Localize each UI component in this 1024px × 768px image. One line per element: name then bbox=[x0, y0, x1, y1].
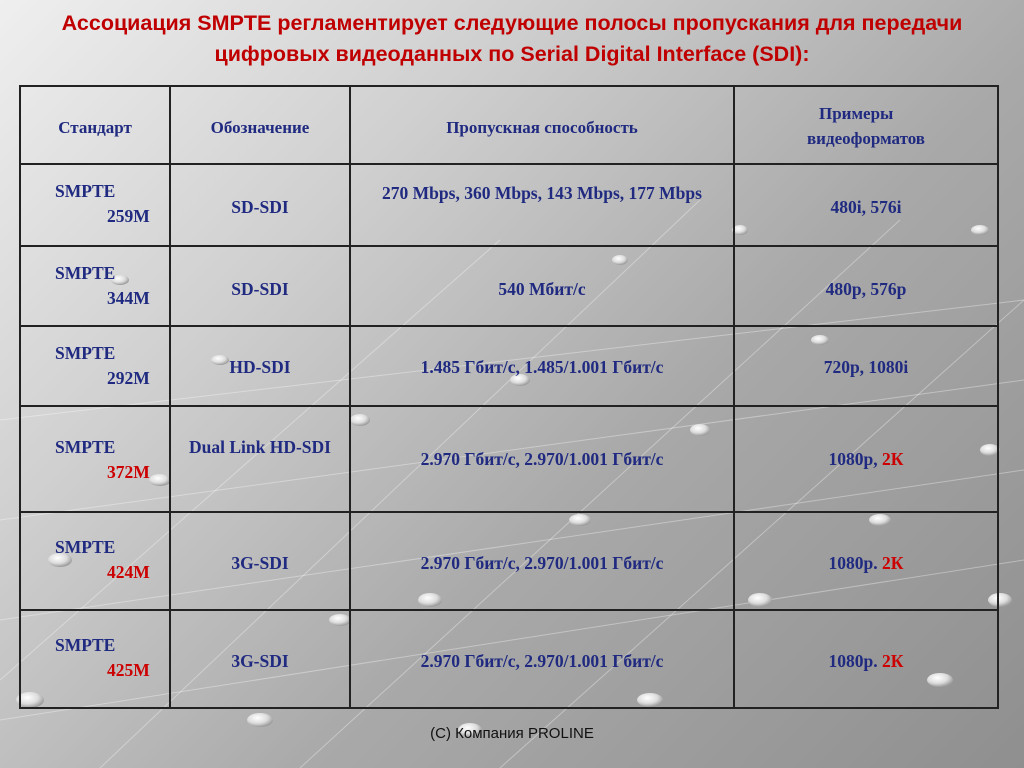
table-row: SMPTE 372M Dual Link HD-SDI 2.970 Гбит/с,… bbox=[19, 405, 999, 513]
cell-formats: 1080р, 2К bbox=[733, 405, 999, 513]
bandwidth-text: 2.970 Гбит/с, 2.970/1.001 Гбит/с bbox=[420, 553, 664, 573]
footer-copyright: (C) Компания PROLINE bbox=[430, 725, 594, 742]
formats-highlight: 2К bbox=[882, 553, 904, 573]
cell-designation: SD-SDI bbox=[169, 163, 351, 247]
cell-bandwidth: 2.970 Гбит/с, 2.970/1.001 Гбит/с bbox=[349, 511, 735, 611]
formats-highlight: 2К bbox=[882, 651, 904, 671]
header-formats-line2: видеоформатов bbox=[807, 129, 925, 148]
table-header-row: Стандарт Обозначение Пропускная способно… bbox=[19, 85, 999, 165]
standard-number: 372M bbox=[107, 462, 150, 482]
standard-prefix: SMPTE bbox=[55, 635, 116, 655]
formats-text: 480р, 576р bbox=[825, 279, 907, 299]
header-formats: Примеры видеоформатов bbox=[733, 85, 999, 165]
table-row: SMPTE 259M SD-SDI 270 Mbps, 360 Mbps, 143… bbox=[19, 163, 999, 247]
cell-designation: Dual Link HD-SDI bbox=[169, 405, 351, 513]
designation-text: SD-SDI bbox=[231, 197, 289, 217]
cell-standard: SMPTE 259M bbox=[19, 163, 171, 247]
bandwidth-text: 270 Mbps, 360 Mbps, 143 Mbps, 177 Mbps bbox=[382, 183, 702, 203]
cell-standard: SMPTE 344M bbox=[19, 245, 171, 327]
standard-prefix: SMPTE bbox=[55, 181, 116, 201]
table-row: SMPTE 344M SD-SDI 540 Мбит/с 480р, 576р bbox=[19, 245, 999, 327]
table-row: SMPTE 424M 3G-SDI 2.970 Гбит/с, 2.970/1.0… bbox=[19, 511, 999, 611]
cell-bandwidth: 1.485 Гбит/с, 1.485/1.001 Гбит/с bbox=[349, 325, 735, 407]
cell-formats: 1080р. 2К bbox=[733, 511, 999, 611]
standard-number: 424M bbox=[107, 562, 150, 582]
cell-designation: SD-SDI bbox=[169, 245, 351, 327]
designation-text: 3G-SDI bbox=[231, 651, 289, 671]
formats-text: 1080р. bbox=[828, 553, 883, 573]
cell-standard: SMPTE 372M bbox=[19, 405, 171, 513]
cell-formats: 480р, 576р bbox=[733, 245, 999, 327]
cell-formats: 720р, 1080i bbox=[733, 325, 999, 407]
cell-bandwidth: 540 Мбит/с bbox=[349, 245, 735, 327]
table-row: SMPTE 292M HD-SDI 1.485 Гбит/с, 1.485/1.0… bbox=[19, 325, 999, 407]
standard-number: 344M bbox=[107, 288, 150, 308]
header-standard: Стандарт bbox=[19, 85, 171, 165]
designation-text: SD-SDI bbox=[231, 279, 289, 299]
bandwidth-text: 540 Мбит/с bbox=[498, 279, 586, 299]
page-title: Ассоциация SMPTE регламентирует следующи… bbox=[61, 11, 963, 66]
cell-designation: HD-SDI bbox=[169, 325, 351, 407]
header-standard-label: Стандарт bbox=[58, 118, 132, 137]
standard-number: 292M bbox=[107, 368, 150, 388]
table-row: SMPTE 425M 3G-SDI 2.970 Гбит/с, 2.970/1.0… bbox=[19, 609, 999, 709]
formats-text: 480i, 576i bbox=[830, 197, 902, 217]
cell-designation: 3G-SDI bbox=[169, 511, 351, 611]
header-bandwidth-label: Пропускная способность bbox=[446, 118, 638, 137]
designation-text: 3G-SDI bbox=[231, 553, 289, 573]
cell-formats: 1080р. 2К bbox=[733, 609, 999, 709]
cell-standard: SMPTE 424M bbox=[19, 511, 171, 611]
cell-standard: SMPTE 292M bbox=[19, 325, 171, 407]
header-formats-line1: Примеры bbox=[819, 104, 894, 123]
cell-standard: SMPTE 425M bbox=[19, 609, 171, 709]
standard-prefix: SMPTE bbox=[55, 537, 116, 557]
header-bandwidth: Пропускная способность bbox=[349, 85, 735, 165]
cell-bandwidth: 270 Mbps, 360 Mbps, 143 Mbps, 177 Mbps bbox=[349, 163, 735, 247]
standard-prefix: SMPTE bbox=[55, 437, 116, 457]
cell-designation: 3G-SDI bbox=[169, 609, 351, 709]
designation-text: HD-SDI bbox=[229, 357, 291, 377]
standard-prefix: SMPTE bbox=[55, 343, 116, 363]
bandwidth-text: 2.970 Гбит/с, 2.970/1.001 Гбит/с bbox=[420, 651, 664, 671]
formats-text: 720р, 1080i bbox=[823, 357, 909, 377]
cell-bandwidth: 2.970 Гбит/с, 2.970/1.001 Гбит/с bbox=[349, 609, 735, 709]
bandwidth-text: 1.485 Гбит/с, 1.485/1.001 Гбит/с bbox=[420, 357, 664, 377]
header-designation: Обозначение bbox=[169, 85, 351, 165]
header-designation-label: Обозначение bbox=[210, 118, 310, 137]
bandwidth-text: 2.970 Гбит/с, 2.970/1.001 Гбит/с bbox=[420, 449, 664, 469]
formats-text: 1080р. bbox=[828, 651, 883, 671]
cell-formats: 480i, 576i bbox=[733, 163, 999, 247]
standard-number: 425M bbox=[107, 660, 150, 680]
standard-prefix: SMPTE bbox=[55, 263, 116, 283]
standard-number: 259M bbox=[107, 206, 150, 226]
designation-text: Dual Link HD-SDI bbox=[189, 437, 331, 457]
sdi-standards-table: Стандарт Обозначение Пропускная способно… bbox=[19, 85, 999, 709]
formats-highlight: 2К bbox=[882, 449, 904, 469]
formats-text: 1080р, bbox=[828, 449, 883, 469]
cell-bandwidth: 2.970 Гбит/с, 2.970/1.001 Гбит/с bbox=[349, 405, 735, 513]
